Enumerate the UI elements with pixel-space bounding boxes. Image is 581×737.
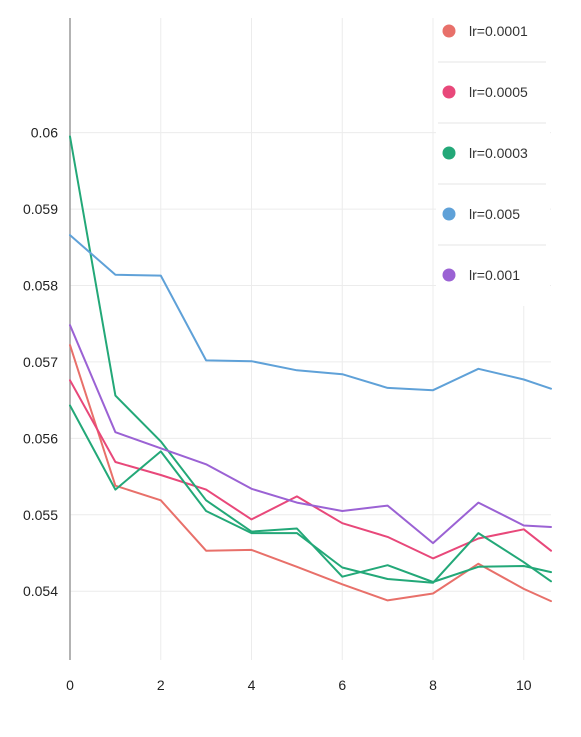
series-line-4 xyxy=(69,234,552,392)
series-line-5 xyxy=(69,324,552,545)
y-tick-label: 0.06 xyxy=(31,125,58,141)
legend-marker xyxy=(442,207,456,221)
x-tick-label: 6 xyxy=(338,677,346,693)
legend-label: lr=0.005 xyxy=(469,206,520,222)
y-tick-label: 0.057 xyxy=(23,354,58,370)
y-tick-label: 0.056 xyxy=(23,430,58,446)
x-tick-label: 2 xyxy=(157,677,165,693)
legend-label: lr=0.001 xyxy=(469,267,520,283)
x-tick-label: 0 xyxy=(66,677,74,693)
legend-marker xyxy=(442,268,456,282)
series-lines xyxy=(69,135,552,603)
legend-marker xyxy=(442,24,456,38)
legend-label: lr=0.0001 xyxy=(469,23,528,39)
series-line-0 xyxy=(69,344,552,603)
x-axis: 0 2 4 6 8 10 xyxy=(66,677,532,693)
legend: lr=0.0001 lr=0.0005 lr=0.0003 lr=0.005 lr=0.… xyxy=(436,4,550,306)
x-tick-label: 8 xyxy=(429,677,437,693)
y-tick-label: 0.054 xyxy=(23,583,58,599)
x-tick-label: 4 xyxy=(248,677,256,693)
series-line-3 xyxy=(69,135,552,583)
y-axis: 0.054 0.055 0.056 0.057 0.058 0.059 0.06 xyxy=(23,18,71,660)
y-tick-label: 0.055 xyxy=(23,507,58,523)
y-tick-label: 0.059 xyxy=(23,201,58,217)
y-tick-label: 0.058 xyxy=(23,278,58,294)
x-tick-label: 10 xyxy=(516,677,532,693)
legend-label: lr=0.0003 xyxy=(469,145,528,161)
legend-label: lr=0.0005 xyxy=(469,84,528,100)
series-line-1 xyxy=(69,379,552,560)
legend-marker xyxy=(442,146,456,160)
series-line-2 xyxy=(69,404,552,584)
legend-marker xyxy=(442,85,456,99)
